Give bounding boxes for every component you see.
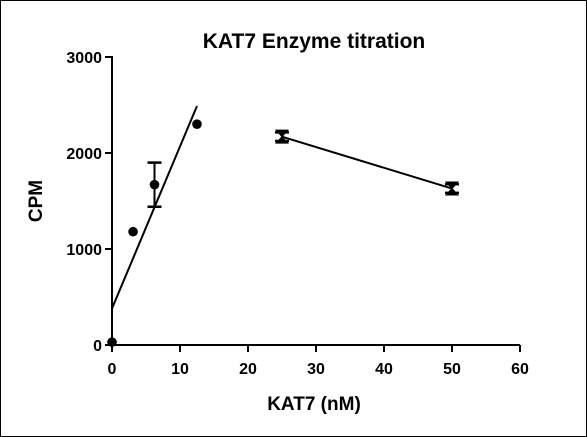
x-tick-label: 40 [375, 361, 393, 378]
x-tick-label: 30 [307, 361, 325, 378]
x-tick-label: 60 [511, 361, 529, 378]
data-point [274, 129, 290, 144]
axes [111, 56, 520, 346]
chart-title: KAT7 Enzyme titration [203, 30, 425, 53]
data-point [149, 179, 160, 190]
x-tick-label: 50 [443, 361, 461, 378]
plot-marks [107, 105, 460, 347]
data-point [128, 226, 138, 237]
y-tick-label: 2000 [66, 146, 102, 163]
x-tick-label: 10 [171, 361, 189, 378]
data-point [192, 119, 202, 129]
x-tick-label: 0 [108, 361, 117, 378]
x-axis-ticks: 0 10 20 30 40 50 60 [108, 345, 529, 378]
y-axis-ticks: 0 1000 2000 3000 [66, 50, 112, 355]
y-tick-label: 1000 [66, 242, 102, 259]
x-tick-label: 20 [239, 361, 257, 378]
data-point [107, 337, 117, 347]
x-axis-label: KAT7 (nM) [267, 394, 361, 415]
y-tick-label: 3000 [66, 50, 102, 67]
y-axis-label: CPM [26, 180, 47, 222]
data-point [444, 181, 460, 196]
connecting-line [281, 135, 453, 190]
y-tick-label: 0 [93, 338, 102, 355]
